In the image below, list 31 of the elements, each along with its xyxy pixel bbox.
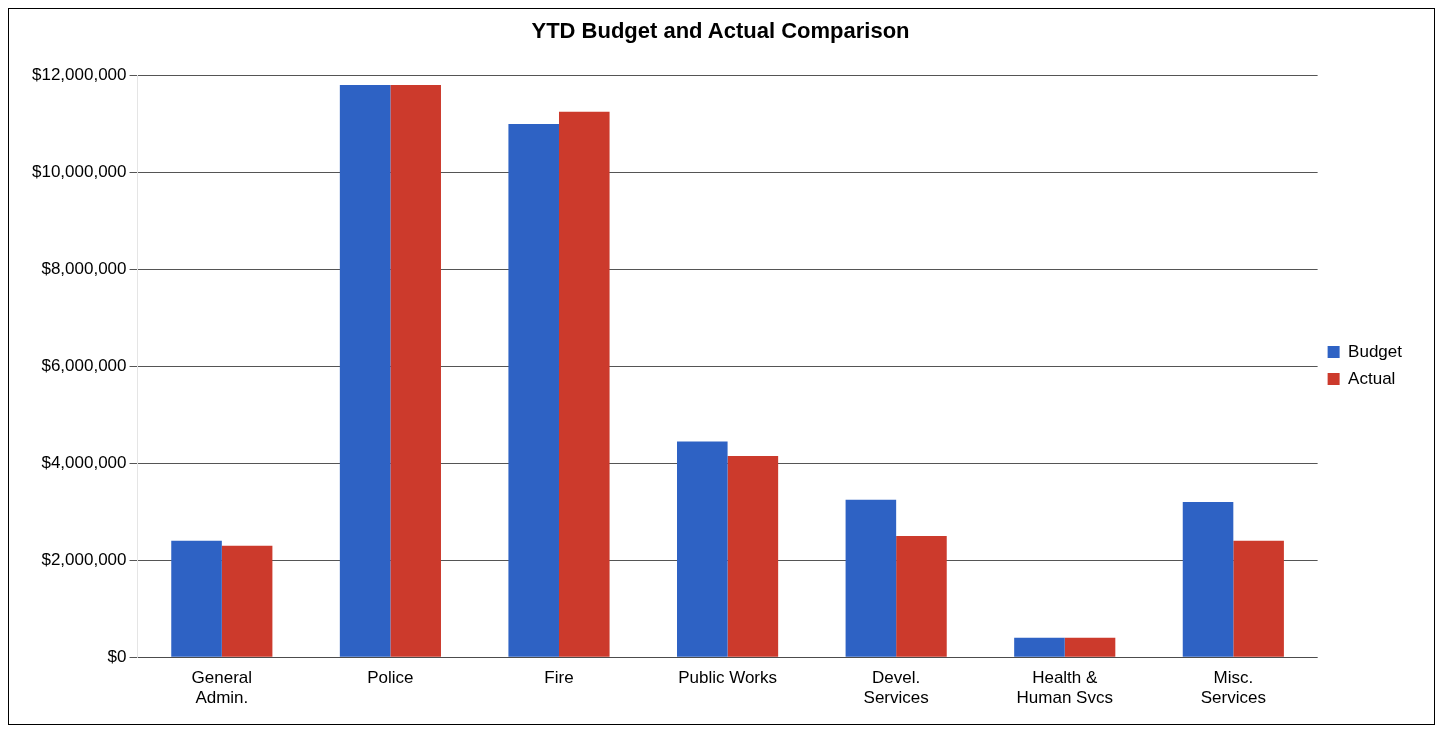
bar: [896, 535, 947, 657]
bar: [508, 123, 559, 657]
x-tick-label: Public Works: [678, 668, 778, 688]
bar: [727, 455, 779, 657]
bar: [339, 85, 391, 657]
bar: [559, 111, 610, 657]
legend-label: Budget: [1348, 341, 1403, 361]
bar: [390, 85, 441, 657]
y-tick-label: $2,000,000: [41, 549, 127, 569]
bar: [845, 499, 897, 657]
x-tick-label: Misc. Services: [1200, 668, 1266, 708]
bar: [1182, 502, 1234, 657]
bar: [221, 545, 273, 657]
x-tick-label: Police: [367, 668, 414, 688]
y-tick-label: $8,000,000: [41, 259, 127, 279]
y-tick-label: $0: [107, 646, 127, 666]
y-tick-label: $10,000,000: [31, 162, 127, 182]
bar: [1014, 637, 1065, 657]
bar: [1064, 637, 1116, 657]
bar: [1233, 540, 1284, 657]
bar: [677, 441, 728, 657]
y-tick-label: $4,000,000: [41, 452, 127, 472]
bar: [171, 540, 222, 657]
chart-title: YTD Budget and Actual Comparison: [531, 18, 910, 44]
y-tick-label: $6,000,000: [41, 355, 127, 375]
x-tick-label: General Admin.: [191, 668, 253, 708]
x-tick-label: Devel. Services: [863, 668, 929, 708]
x-tick-label: Health & Human Svcs: [1016, 668, 1113, 708]
y-tick-label: $12,000,000: [31, 65, 127, 85]
x-tick-label: Fire: [544, 668, 574, 688]
legend-label: Actual: [1348, 368, 1396, 388]
